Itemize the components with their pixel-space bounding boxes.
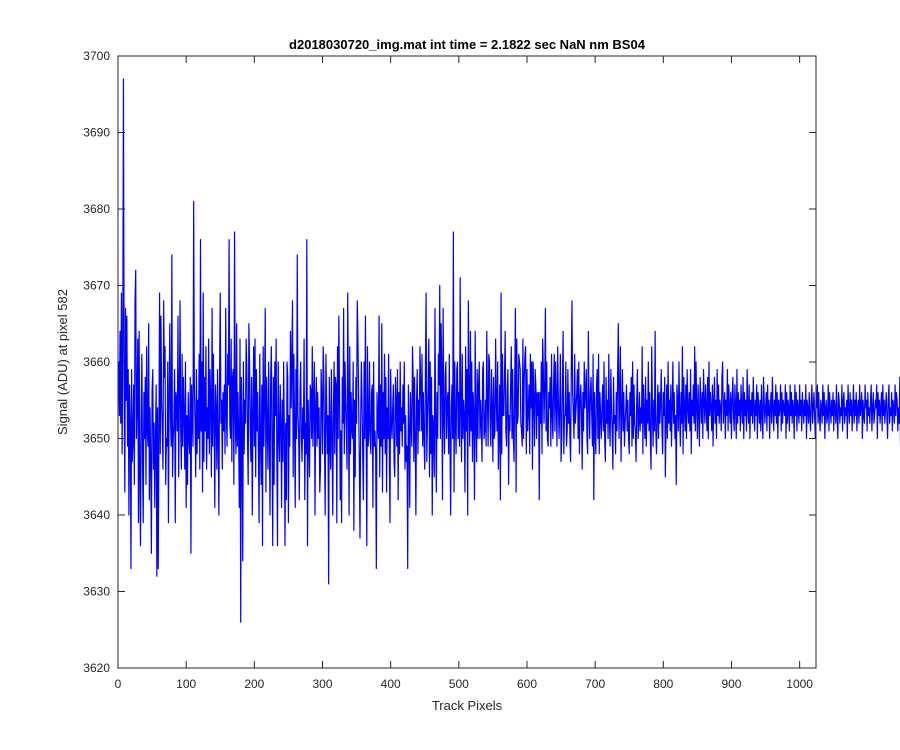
chart-title: d2018030720_img.mat int time = 2.1822 se… <box>289 37 646 52</box>
x-tick-label: 400 <box>381 677 401 691</box>
x-tick-label: 0 <box>115 677 122 691</box>
y-tick-label: 3670 <box>83 279 110 293</box>
y-tick-label: 3700 <box>83 49 110 63</box>
y-tick-label: 3690 <box>83 126 110 140</box>
series-group <box>118 78 900 623</box>
x-tick-label: 500 <box>449 677 469 691</box>
y-tick-label: 3620 <box>83 661 110 675</box>
x-tick-label: 800 <box>653 677 673 691</box>
x-axis-label: Track Pixels <box>432 698 503 713</box>
axes-box <box>117 55 817 669</box>
x-axis-ticks: 0 100 200 300 400 500 600 700 800 900 1000 <box>115 56 813 691</box>
x-tick-label: 200 <box>244 677 264 691</box>
x-tick-label: 300 <box>312 677 332 691</box>
x-tick-label: 600 <box>517 677 537 691</box>
y-axis-label: Signal (ADU) at pixel 582 <box>55 289 70 435</box>
x-tick-label: 700 <box>585 677 605 691</box>
y-tick-label: 3650 <box>83 432 110 446</box>
x-tick-label: 900 <box>721 677 741 691</box>
signal-series-line <box>118 78 900 623</box>
x-tick-label: 100 <box>176 677 196 691</box>
x-tick-label: 1000 <box>786 677 813 691</box>
y-tick-label: 3630 <box>83 585 110 599</box>
y-tick-label: 3680 <box>83 202 110 216</box>
y-tick-label: 3660 <box>83 355 110 369</box>
y-tick-label: 3640 <box>83 508 110 522</box>
plot-area <box>118 56 816 668</box>
